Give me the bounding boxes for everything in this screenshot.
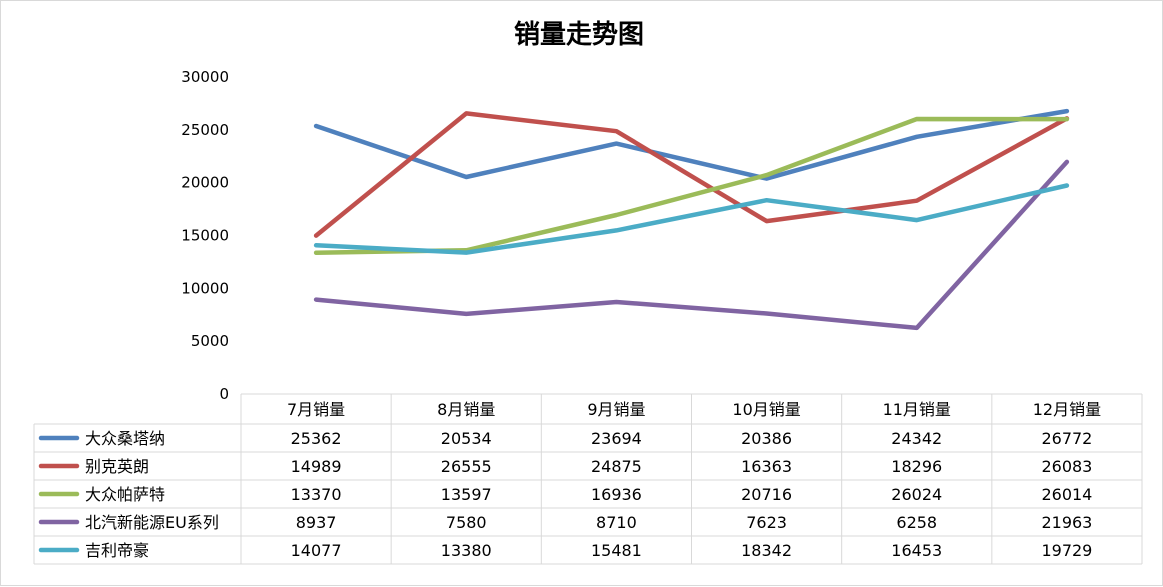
legend-series-name: 大众桑塔纳 bbox=[85, 429, 165, 448]
y-tick-label: 30000 bbox=[181, 68, 229, 86]
y-tick-label: 20000 bbox=[181, 174, 229, 192]
series-line bbox=[313, 183, 1070, 255]
y-tick-label: 25000 bbox=[181, 121, 229, 139]
data-value-cell: 20716 bbox=[741, 485, 792, 504]
x-category-label: 11月销量 bbox=[883, 400, 951, 419]
legend-series-name: 别克英朗 bbox=[85, 457, 149, 476]
legend-series-name: 吉利帝豪 bbox=[85, 541, 149, 560]
x-category-label: 12月销量 bbox=[1033, 400, 1101, 419]
x-category-label: 9月销量 bbox=[587, 400, 645, 419]
data-value-cell: 13370 bbox=[291, 485, 342, 504]
data-value-cell: 25362 bbox=[291, 429, 342, 448]
data-value-cell: 19729 bbox=[1041, 541, 1092, 560]
x-category-label: 10月销量 bbox=[732, 400, 800, 419]
data-value-cell: 24875 bbox=[591, 457, 642, 476]
data-value-cell: 20534 bbox=[441, 429, 492, 448]
series-line bbox=[313, 111, 1070, 238]
y-axis: 0 5000 10000 15000 20000 25000 30000 bbox=[181, 68, 229, 403]
data-value-cell: 8937 bbox=[296, 513, 337, 532]
legend-series-name: 北汽新能源EU系列 bbox=[85, 513, 219, 532]
series-line bbox=[313, 108, 1070, 181]
data-value-cell: 26555 bbox=[441, 457, 492, 476]
data-value-cell: 20386 bbox=[741, 429, 792, 448]
data-value-cell: 14989 bbox=[291, 457, 342, 476]
data-value-cell: 7580 bbox=[446, 513, 487, 532]
data-value-cell: 13597 bbox=[441, 485, 492, 504]
data-value-cell: 26014 bbox=[1041, 485, 1092, 504]
data-value-cell: 15481 bbox=[591, 541, 642, 560]
data-value-cell: 26083 bbox=[1041, 457, 1092, 476]
data-value-cell: 18296 bbox=[891, 457, 942, 476]
data-value-cell: 16363 bbox=[741, 457, 792, 476]
legend-series-name: 大众帕萨特 bbox=[85, 485, 165, 504]
y-tick-label: 0 bbox=[219, 385, 229, 403]
data-value-cell: 13380 bbox=[441, 541, 492, 560]
chart-title: 销量走势图 bbox=[514, 20, 644, 50]
data-value-cell: 23694 bbox=[591, 429, 642, 448]
y-tick-label: 15000 bbox=[181, 227, 229, 245]
data-value-cell: 8710 bbox=[596, 513, 637, 532]
y-tick-label: 5000 bbox=[191, 332, 229, 350]
data-value-cell: 16453 bbox=[891, 541, 942, 560]
x-category-label: 7月销量 bbox=[287, 400, 345, 419]
data-value-cell: 24342 bbox=[891, 429, 942, 448]
data-value-cell: 6258 bbox=[896, 513, 937, 532]
series-line bbox=[313, 116, 1070, 255]
x-category-label: 8月销量 bbox=[437, 400, 495, 419]
data-value-cell: 18342 bbox=[741, 541, 792, 560]
data-value-cell: 21963 bbox=[1041, 513, 1092, 532]
y-tick-label: 10000 bbox=[181, 279, 229, 297]
data-value-cell: 16936 bbox=[591, 485, 642, 504]
series-lines bbox=[313, 108, 1070, 331]
data-value-cell: 7623 bbox=[746, 513, 787, 532]
data-value-cell: 14077 bbox=[291, 541, 342, 560]
series-line bbox=[313, 159, 1070, 331]
data-value-cell: 26024 bbox=[891, 485, 942, 504]
data-value-cell: 26772 bbox=[1041, 429, 1092, 448]
